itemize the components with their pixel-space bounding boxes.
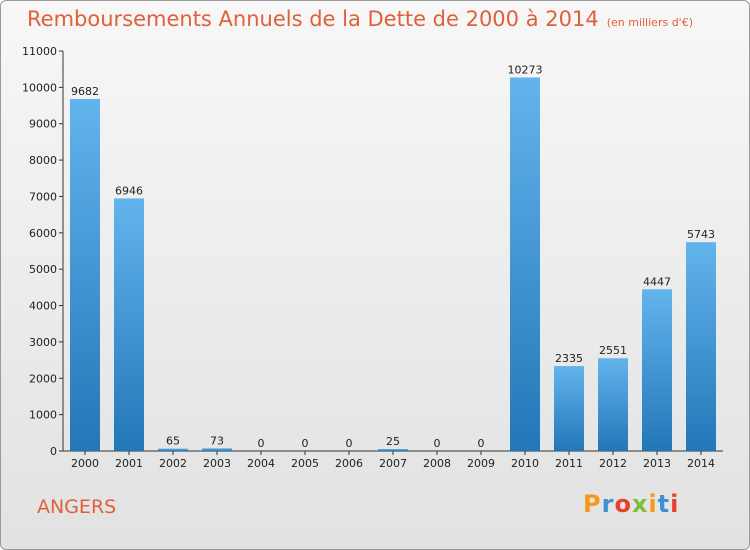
bars: [70, 77, 716, 451]
bar-2013: [642, 289, 672, 451]
logo-letter: t: [657, 490, 671, 518]
chart-title: Remboursements Annuels de la Dette de 20…: [27, 7, 599, 31]
value-label-2003: 73: [210, 434, 224, 447]
bar-2003: [202, 448, 232, 451]
value-label-2007: 25: [386, 435, 400, 448]
bar-2011: [554, 366, 584, 451]
x-tick-label: 2005: [291, 457, 319, 470]
x-tick-label: 2001: [115, 457, 143, 470]
place-name: ANGERS: [37, 496, 117, 518]
value-label-2001: 6946: [115, 184, 143, 197]
logo-letter: o: [614, 490, 632, 518]
value-label-2011: 2335: [555, 352, 583, 365]
bar-2001: [114, 198, 144, 451]
value-label-2006: 0: [346, 437, 353, 450]
x-tick-label: 2004: [247, 457, 275, 470]
y-tick-label: 0: [50, 445, 57, 458]
y-tick-label: 2000: [29, 372, 57, 385]
proxiti-logo[interactable]: Proxiti: [583, 490, 679, 518]
y-tick-label: 6000: [29, 227, 57, 240]
chart-header: Remboursements Annuels de la Dette de 20…: [27, 7, 693, 31]
y-tick-label: 7000: [29, 190, 57, 203]
y-tick-label: 8000: [29, 154, 57, 167]
value-label-2008: 0: [434, 437, 441, 450]
bar-2007: [378, 449, 408, 451]
y-tick-label: 3000: [29, 336, 57, 349]
bar-2002: [158, 448, 188, 451]
value-label-2004: 0: [258, 437, 265, 450]
x-tick-label: 2003: [203, 457, 231, 470]
x-tick-label: 2011: [555, 457, 583, 470]
x-tick-label: 2010: [511, 457, 539, 470]
x-axis: 2000 2001 2002 2003 2004 2005 2006 2007 2008 2009…: [63, 450, 723, 470]
bar-2012: [598, 358, 628, 451]
y-tick-label: 1000: [29, 409, 57, 422]
bar-2010: [510, 77, 540, 451]
value-label-2012: 2551: [599, 344, 627, 357]
value-label-2013: 4447: [643, 275, 671, 288]
value-label-2002: 65: [166, 435, 180, 448]
value-label-2005: 0: [302, 437, 309, 450]
value-label-2014: 5743: [687, 228, 715, 241]
x-tick-label: 2007: [379, 457, 407, 470]
y-tick-label: 11000: [22, 45, 57, 58]
x-tick-label: 2008: [423, 457, 451, 470]
value-label-2010: 10273: [508, 63, 543, 76]
x-tick-label: 2002: [159, 457, 187, 470]
value-labels: 9682 6946 65 73 0 0 0 25 0 0 10273 2335 2551 4447 5743: [71, 63, 715, 450]
x-tick-label: 2000: [71, 457, 99, 470]
bar-2000: [70, 98, 100, 451]
y-tick-label: 9000: [29, 118, 57, 131]
value-label-2000: 9682: [71, 85, 99, 98]
x-tick-label: 2006: [335, 457, 363, 470]
x-tick-label: 2014: [687, 457, 715, 470]
logo-letter: r: [601, 490, 615, 518]
logo-letter: x: [631, 490, 649, 518]
bar-2014: [686, 242, 716, 451]
x-tick-label: 2013: [643, 457, 671, 470]
y-tick-label: 10000: [22, 81, 57, 94]
chart-unit: (en milliers d'€): [606, 16, 693, 29]
y-axis: 0 1000 2000 3000 4000 5000 6000 7000 8000 9000 100…: [22, 45, 64, 458]
logo-letter: P: [583, 490, 602, 518]
value-label-2009: 0: [478, 437, 485, 450]
x-tick-label: 2012: [599, 457, 627, 470]
logo-letter: i: [648, 490, 658, 518]
logo-letter: i: [670, 490, 680, 518]
x-tick-label: 2009: [467, 457, 495, 470]
y-tick-label: 5000: [29, 263, 57, 276]
y-tick-label: 4000: [29, 300, 57, 313]
